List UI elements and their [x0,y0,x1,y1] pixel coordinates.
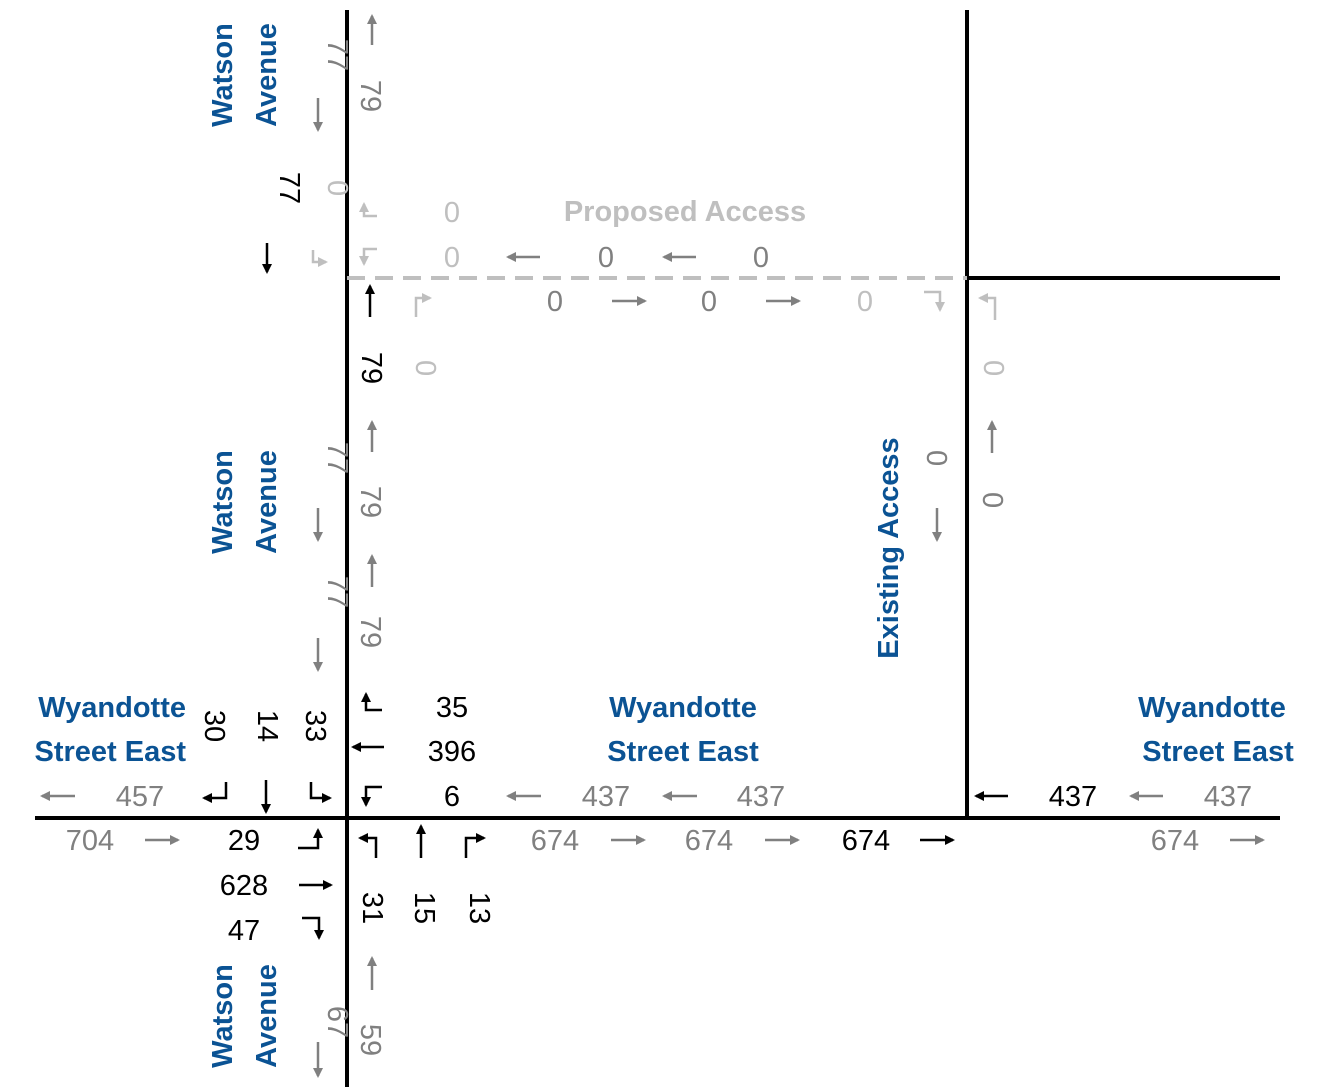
watson-avenue-label-middle-1: Watson [207,450,239,554]
volume-label: 6 [444,781,460,813]
volume-label: 47 [228,915,260,947]
wyandotte-label-middle-2: Street East [607,736,759,768]
volume-label: 0 [701,286,717,318]
volume-label: 15 [408,892,440,924]
volume-label: 77 [321,442,353,474]
volume-label: 79 [354,486,386,518]
northbound-left-turn-arrow [358,833,378,858]
watson-avenue-label-bottom-2: Avenue [251,964,283,1068]
volume-label: 0 [598,242,614,274]
northbound-left-turn-arrow [414,293,432,317]
southbound-approach: 30 14 33 [198,710,332,814]
volume-label: 674 [1151,825,1199,857]
wyandotte-label-right-1: Wyandotte [1138,692,1286,724]
westbound-left-turn-arrow [361,785,382,807]
watson-avenue-label-bottom-1: Watson [207,964,239,1068]
volume-label: 13 [463,892,495,924]
volume-label: 33 [299,710,331,742]
proposed-access-nb-approach: 79 0 [355,284,441,384]
volume-label: 67 [321,1006,353,1038]
volume-label: 0 [409,360,441,376]
watson-avenue-label-top-1: Watson [207,23,239,127]
volume-label: 674 [531,825,579,857]
proposed-access-label: Proposed Access [564,196,806,228]
proposed-access-wb-link: 0 0 [506,242,769,274]
watson-avenue-label-top-2: Avenue [251,23,283,127]
eastbound-approach: 29 628 47 [220,825,333,947]
westbound-right-turn-arrow [359,202,377,218]
proposed-access-eb-link: 0 0 0 [547,286,873,318]
volume-label: 0 [976,492,1008,508]
wyandotte-label-right-2: Street East [1142,736,1294,768]
proposed-access-wb-approach: 0 0 [359,197,460,274]
volume-label: 30 [198,710,230,742]
westbound-left-turn-arrow [359,247,377,266]
volume-label: 704 [66,825,114,857]
westbound-left-turn-arrow [978,293,997,320]
volume-label: 0 [753,242,769,274]
volume-label: 29 [228,825,260,857]
volume-label: 457 [116,781,164,813]
proposed-access-sb-approach: 77 0 [262,172,353,274]
volume-label: 437 [1049,781,1097,813]
watson-north-link: 77 79 [313,14,386,132]
existing-access-intersection: 0 0 0 [920,290,1009,542]
volume-label: 437 [582,781,630,813]
volume-label: 674 [685,825,733,857]
volume-label: 14 [251,710,283,742]
volume-label: 79 [354,80,386,112]
volume-label: 77 [321,576,353,608]
eastbound-right-turn-arrow [302,916,324,940]
volume-label: 0 [920,450,952,466]
volume-label: 77 [273,172,305,204]
eastbound-left-turn-arrow [298,828,323,850]
volume-label: 0 [977,360,1009,376]
volume-label: 35 [436,692,468,724]
northbound-approach: 31 15 13 [356,824,495,924]
wyandotte-label-left-1: Wyandotte [38,692,186,724]
volume-label: 0 [444,197,460,229]
volume-label: 0 [444,242,460,274]
westbound-approach: 35 396 6 [351,692,476,813]
street-labels: Watson Avenue Watson Avenue Watson Avenu… [34,23,1294,1068]
road-network [35,10,1280,1087]
volume-label: 0 [321,180,353,196]
southbound-left-turn-arrow [309,782,332,803]
volume-label: 31 [356,892,388,924]
wyandotte-west-link: 457 704 [40,781,180,857]
watson-south-link: 67 59 [313,956,386,1078]
southbound-right-turn-arrow [311,250,328,267]
westbound-right-turn-arrow [361,692,382,712]
wyandotte-middle-link: 437 437 674 674 674 [506,781,955,857]
volume-label: 0 [547,286,563,318]
volume-label: 0 [857,286,873,318]
southbound-right-turn-arrow [202,782,228,803]
volume-label: 77 [321,39,353,71]
southbound-right-turn-arrow [924,290,945,312]
existing-access-label: Existing Access [873,437,905,658]
wyandotte-label-middle-1: Wyandotte [609,692,757,724]
volume-label: 437 [1204,781,1252,813]
volume-label: 59 [354,1024,386,1056]
volume-label: 79 [354,616,386,648]
volume-label: 674 [842,825,890,857]
northbound-right-turn-arrow [464,833,486,858]
watson-avenue-label-middle-2: Avenue [251,450,283,554]
watson-middle-link-2: 77 79 [313,554,386,672]
wyandotte-label-left-2: Street East [34,736,186,768]
volume-label: 628 [220,870,268,902]
watson-middle-link-1: 77 79 [313,420,386,542]
wyandotte-east-link: 437 437 674 [974,781,1265,857]
volume-label: 437 [737,781,785,813]
volume-label: 79 [355,352,387,384]
volume-label: 396 [428,736,476,768]
